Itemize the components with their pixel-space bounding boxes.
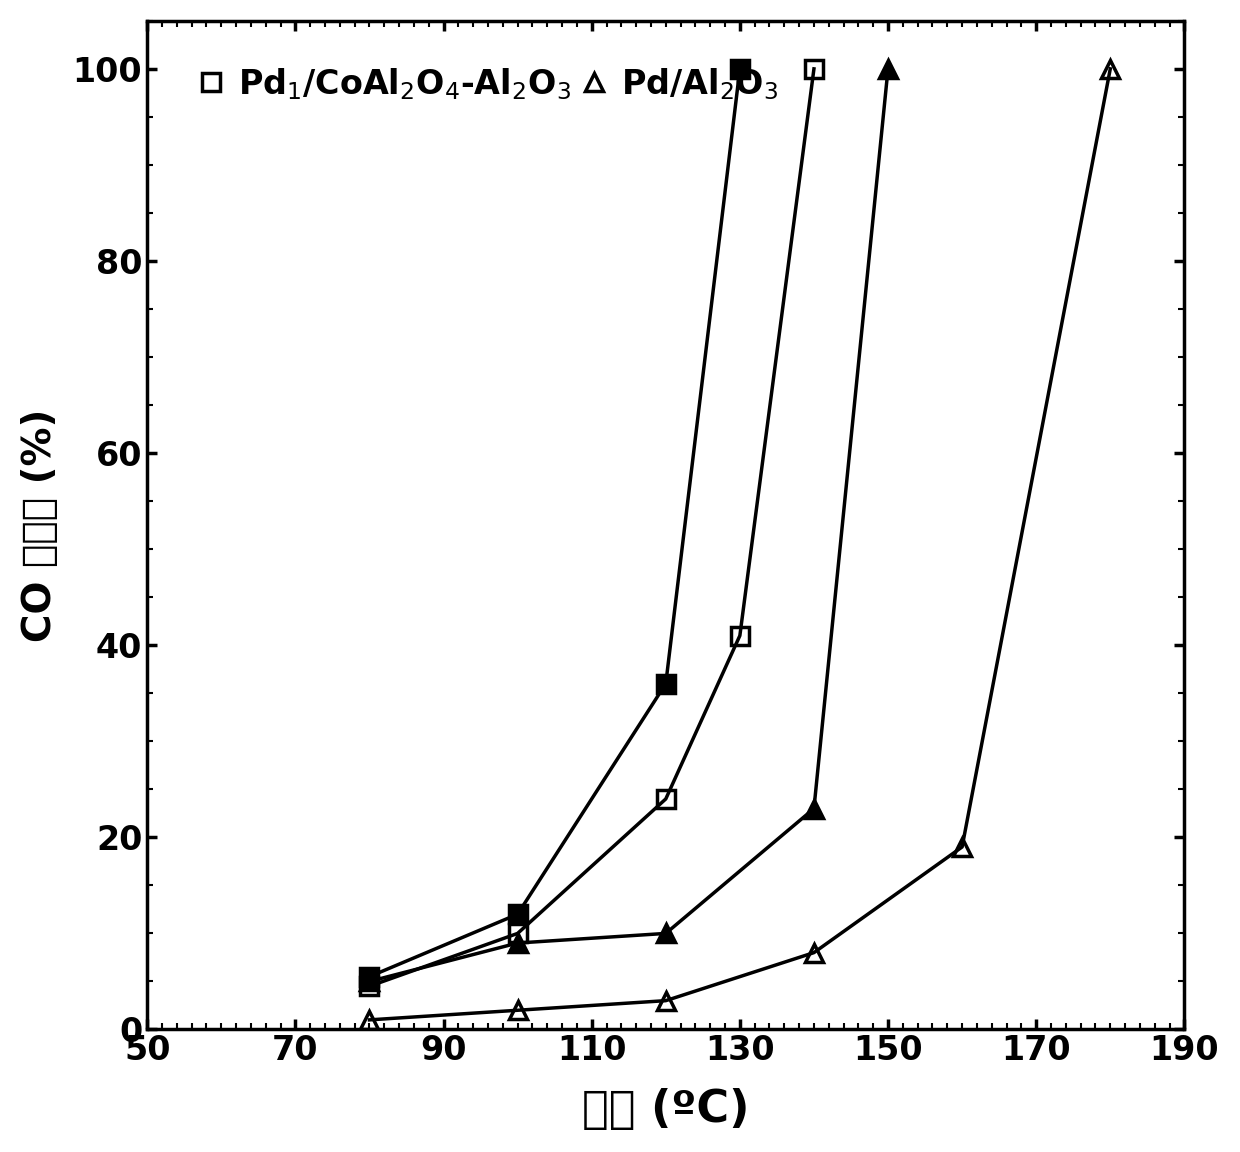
X-axis label: 温度 (ºC): 温度 (ºC)	[582, 1089, 749, 1131]
Legend: Pd$_1$/CoAl$_2$O$_4$-Al$_2$O$_3$, Pd/Al$_2$O$_3$: Pd$_1$/CoAl$_2$O$_4$-Al$_2$O$_3$, Pd/Al$…	[185, 53, 791, 115]
Y-axis label: CO 转化率 (%): CO 转化率 (%)	[21, 409, 58, 642]
